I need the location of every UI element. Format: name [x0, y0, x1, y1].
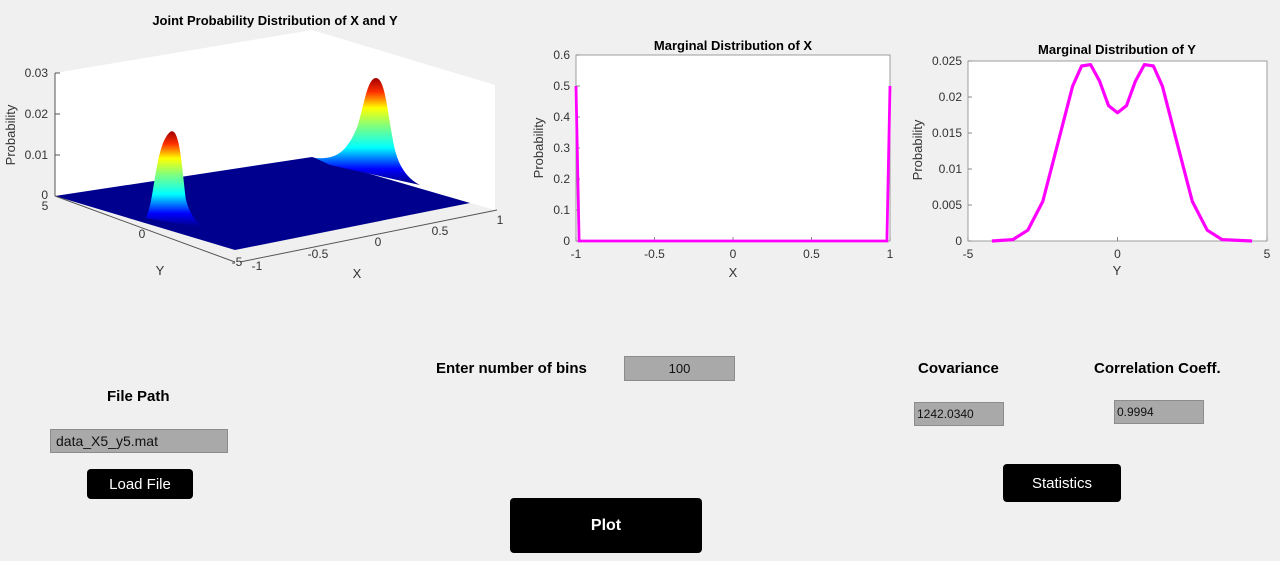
x-tick-label: -0.5 [644, 247, 665, 261]
x-axis-label: Y [1113, 263, 1122, 278]
plot-area [967, 60, 1268, 242]
correlation-label: Correlation Coeff. [1094, 360, 1221, 377]
x-tick-label: -1 [571, 247, 582, 261]
y-axis-label: Probability [910, 119, 925, 180]
x-tick-label: -5 [963, 247, 974, 261]
marginal-x-title: Marginal Distribution of X [654, 38, 812, 53]
bins-input[interactable]: 100 [624, 356, 735, 381]
x-tick-label: 0.5 [803, 247, 820, 261]
y-tick-label: 0 [563, 234, 570, 248]
z-tick-label: 0.03 [25, 66, 49, 80]
surface-peak-right [315, 78, 420, 185]
surface-floor [55, 157, 470, 250]
y-tick-label: 0.5 [553, 79, 570, 93]
marginal-y-title: Marginal Distribution of Y [1038, 42, 1196, 57]
z-tick-label: 0.02 [25, 107, 49, 121]
y-axis [54, 195, 236, 263]
y-tick-label: 0.015 [932, 126, 962, 140]
x-tick-label: 5 [1264, 247, 1271, 261]
covariance-output: 1242.0340 [914, 402, 1004, 426]
statistics-button[interactable]: Statistics [1003, 464, 1121, 502]
correlation-output: 0.9994 [1114, 400, 1204, 424]
y-tick-label: 0.6 [553, 48, 570, 62]
load-file-button[interactable]: Load File [87, 469, 193, 499]
y-tick-label: 0 [139, 227, 146, 241]
x-tick-label: 0 [730, 247, 737, 261]
y-tick-label: -5 [232, 255, 243, 269]
y-tick-label: 0.005 [932, 198, 962, 212]
joint-chart-title: Joint Probability Distribution of X and … [152, 13, 398, 28]
marginal-x-chart: Marginal Distribution of X 0 0.1 0.2 0.3 0.4… [531, 38, 894, 280]
covariance-label: Covariance [918, 360, 999, 377]
x-tick-label: 1 [497, 213, 504, 227]
bins-label: Enter number of bins [436, 360, 587, 377]
surface-peak-left [146, 131, 205, 228]
x-axis-label: X [729, 265, 738, 280]
x-tick-label: 1 [887, 247, 894, 261]
plot-button[interactable]: Plot [510, 498, 702, 553]
y-axis-label: Y [156, 263, 165, 278]
y-tick-label: 0.01 [939, 162, 963, 176]
file-path-label: File Path [107, 388, 170, 405]
marginal-y-chart: Marginal Distribution of Y 0 0.005 0.01 0.0… [910, 42, 1271, 278]
y-tick-label: 0 [955, 234, 962, 248]
z-tick-label: 0.01 [25, 148, 49, 162]
plot-area [575, 54, 891, 242]
y-tick-label: 5 [42, 199, 49, 213]
x-tick-label: -0.5 [308, 247, 329, 261]
joint-distribution-chart: Joint Probability Distribution of X and … [3, 13, 504, 281]
series-line [991, 62, 1253, 243]
y-tick-label: 0.4 [553, 110, 570, 124]
x-tick-label: 0.5 [432, 224, 449, 238]
series-line [574, 85, 892, 243]
x-axis-label: X [353, 266, 362, 281]
y-axis-label: Probability [531, 117, 546, 178]
x-tick-label: -1 [252, 259, 263, 273]
x-axis [239, 209, 498, 263]
y-tick-label: 0.3 [553, 141, 570, 155]
y-tick-label: 0.1 [553, 203, 570, 217]
y-tick-label: 0.025 [932, 54, 962, 68]
x-tick-label: 0 [375, 235, 382, 249]
x-tick-label: 0 [1114, 247, 1121, 261]
y-tick-label: 0.02 [939, 90, 963, 104]
back-wall-left [55, 30, 312, 196]
z-axis-label: Probability [3, 104, 18, 165]
y-tick-label: 0.2 [553, 172, 570, 186]
z-tick-label: 0 [41, 188, 48, 202]
file-path-input[interactable]: data_X5_y5.mat [50, 429, 228, 453]
